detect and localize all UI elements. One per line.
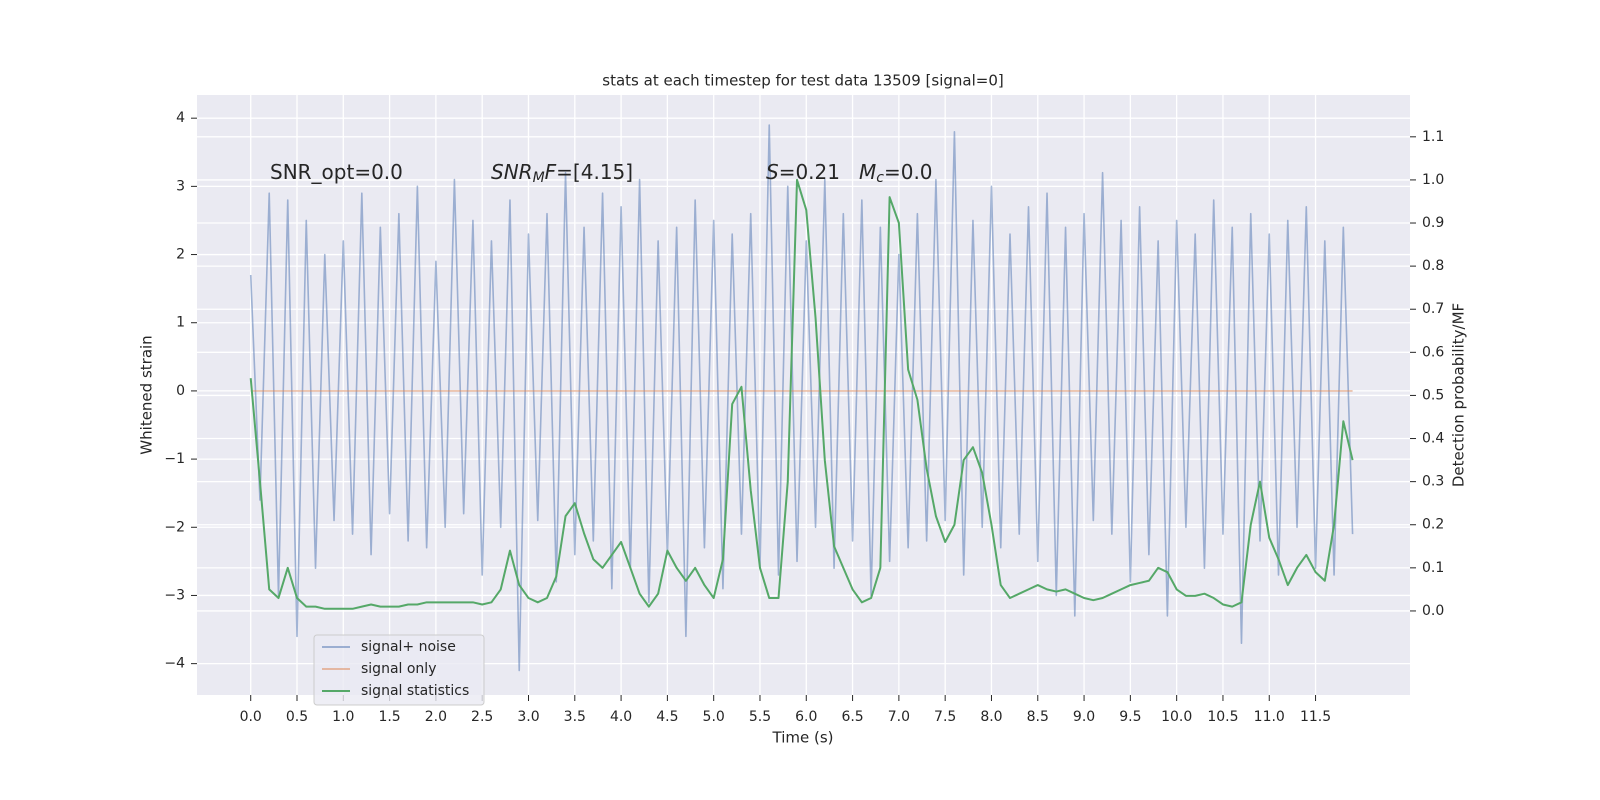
x-tick-label: 1.5	[378, 709, 400, 725]
legend: signal+ noise signal only signal statistic…	[313, 634, 485, 706]
series-line	[249, 124, 1354, 672]
x-tick-label: 2.0	[425, 709, 447, 725]
legend-label: signal only	[361, 661, 436, 677]
y-tick-label: −4	[164, 656, 185, 672]
y2-axis-label: Detection probability/MF	[1450, 303, 1468, 487]
y2-tick-label: 0.5	[1422, 387, 1444, 403]
x-tick-label: 8.5	[1027, 709, 1049, 725]
y2-tick-label: 0.6	[1422, 344, 1444, 360]
x-tick-label: 0.0	[240, 709, 262, 725]
legend-box	[313, 634, 485, 706]
x-axis-label: Time (s)	[772, 729, 834, 747]
annotation: SNRMF=[4.15]	[491, 160, 633, 187]
y-tick-label: 4	[176, 110, 185, 126]
annotation: S=0.21	[766, 160, 840, 184]
lines	[249, 124, 1354, 672]
annotation-part: F	[545, 160, 557, 184]
x-tick-label: 5.0	[703, 709, 725, 725]
annotations: SNR_opt=0.0 SNRMF=[4.15] S=0.21 Mc=0.0	[270, 160, 933, 187]
y2-tick-label: 0.4	[1422, 431, 1444, 447]
x-tick-label: 3.0	[517, 709, 539, 725]
x-tick-label: 6.5	[841, 709, 863, 725]
annotation-part: M	[859, 160, 876, 184]
x-tick-label: 10.0	[1161, 709, 1192, 725]
x-tick-label: 6.0	[795, 709, 817, 725]
annotation-part: =[4.15]	[556, 160, 633, 184]
x-tick-label: 5.5	[749, 709, 771, 725]
y-axis-label: Whitened strain	[138, 335, 156, 454]
chart-title: stats at each timestep for test data 135…	[602, 72, 1003, 90]
y2-tick-label: 0.0	[1422, 603, 1444, 619]
x-tick-label: 1.0	[332, 709, 354, 725]
x-tick-label: 11.0	[1254, 709, 1285, 725]
x-tick-label: 7.5	[934, 709, 956, 725]
legend-label: signal statistics	[361, 683, 469, 699]
y-tick-label: 2	[176, 247, 185, 263]
y2-tick-label: 0.9	[1422, 215, 1444, 231]
y-tick-label: 0	[176, 383, 185, 399]
annotation-part: SNR_opt=0.0	[270, 160, 403, 184]
y2-tick-label: 1.1	[1422, 129, 1444, 145]
x-tick-label: 4.5	[656, 709, 678, 725]
series-line	[249, 178, 1354, 610]
y2-tick-label: 0.7	[1422, 301, 1444, 317]
y-tick-label: −3	[164, 587, 185, 603]
annotation-part: M	[533, 170, 545, 186]
x-tick-label: 9.5	[1119, 709, 1141, 725]
y2-tick-label: 1.0	[1422, 172, 1444, 188]
annotation-part: c	[876, 170, 884, 186]
x-tick-label: 8.0	[980, 709, 1002, 725]
x-tick-label: 0.5	[286, 709, 308, 725]
x-tick-label: 11.5	[1300, 709, 1331, 725]
y-tick-label: 1	[176, 315, 185, 331]
annotation: Mc=0.0	[859, 160, 933, 187]
y2-tick-label: 0.1	[1422, 560, 1444, 576]
x-tick-label: 9.0	[1073, 709, 1095, 725]
annotation: SNR_opt=0.0	[270, 160, 403, 184]
annotation-part: =0.0	[884, 160, 933, 184]
annotation-part: SNR	[491, 160, 533, 184]
y2-tick-label: 0.2	[1422, 517, 1444, 533]
y-tick-label: −2	[164, 519, 185, 535]
x-tick-label: 2.5	[471, 709, 493, 725]
x-tick-label: 3.5	[564, 709, 586, 725]
y2-tick-label: 0.8	[1422, 258, 1444, 274]
x-tick-label: 7.0	[888, 709, 910, 725]
legend-label: signal+ noise	[361, 639, 456, 655]
annotation-part: =0.21	[779, 160, 840, 184]
axes: 0.0 0.5 1.0 1.5 2.0 2.5 3.0 3.5 4.0 4.5 5.0 5.5 6.0 6…	[164, 110, 1444, 725]
x-tick-label: 10.5	[1207, 709, 1238, 725]
y2-tick-label: 0.3	[1422, 474, 1444, 490]
y-tick-label: −1	[164, 451, 185, 467]
annotation-part: S	[766, 160, 779, 184]
y-tick-label: 3	[176, 178, 185, 194]
x-tick-label: 4.0	[610, 709, 632, 725]
